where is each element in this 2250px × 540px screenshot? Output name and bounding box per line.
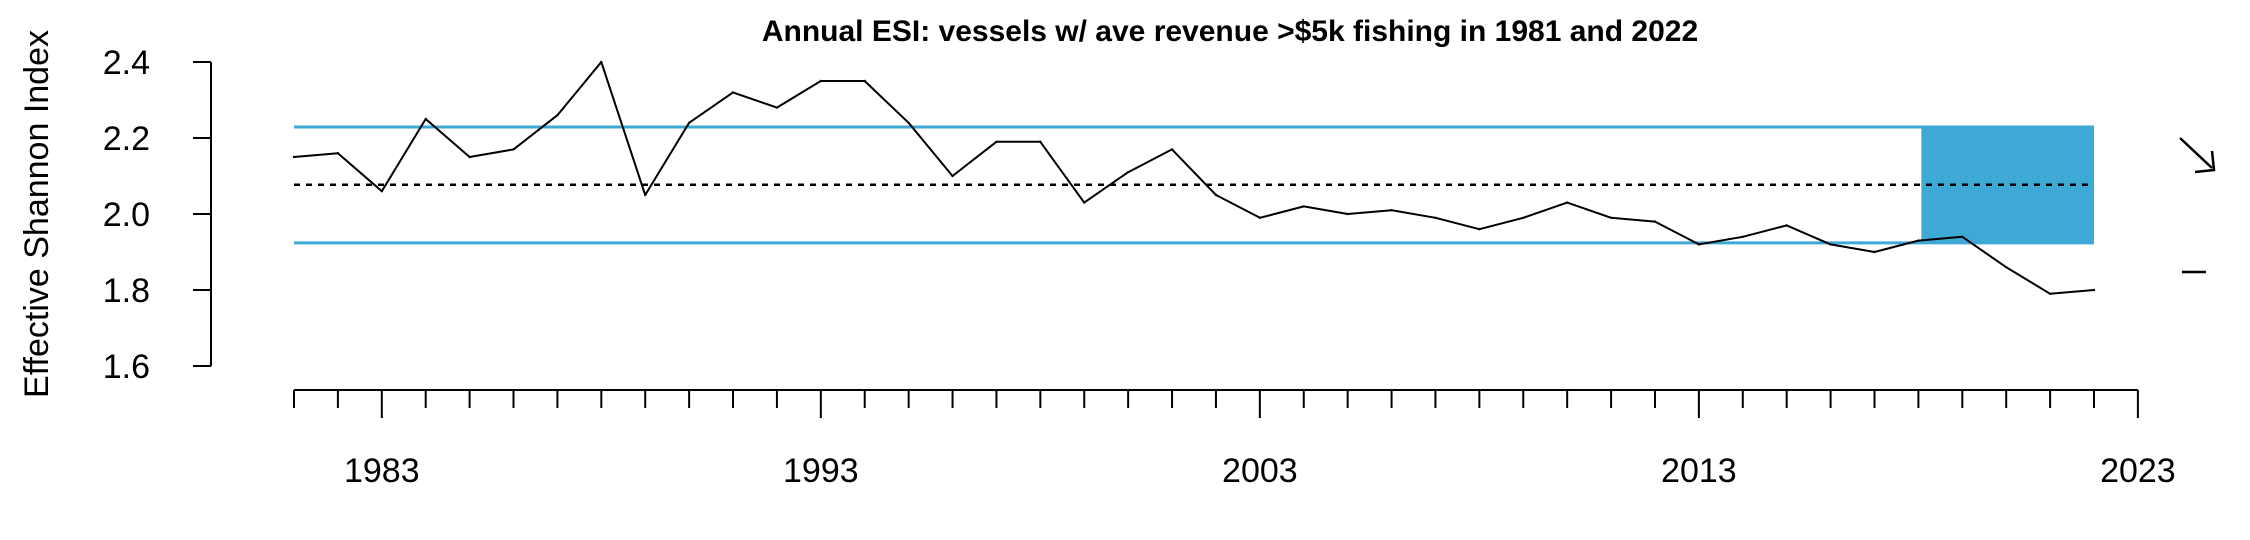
data-point: [556, 114, 559, 117]
data-point: [775, 106, 779, 109]
data-point: [1653, 220, 1657, 223]
y-tick-label: 2.0: [103, 196, 150, 234]
reference-lines-layer: [294, 125, 2094, 245]
data-point: [1346, 212, 1349, 216]
y-axis-label: Effective Shannon Index: [18, 30, 56, 398]
data-point: [951, 174, 954, 178]
x-tick-label: 2013: [1661, 452, 1737, 490]
data-point: [1741, 235, 1744, 238]
data-point: [1478, 228, 1481, 231]
data-point: [1126, 171, 1130, 174]
data-point: [2004, 266, 2008, 269]
data-point: [863, 79, 866, 83]
data-point: [1522, 216, 1525, 219]
y-tick-label: 1.6: [103, 348, 150, 386]
trend-arrow-icon: [2179, 137, 2213, 169]
x-tick-label: 1993: [783, 452, 859, 490]
data-point: [1083, 201, 1086, 204]
data-point: [995, 140, 998, 143]
x-tick-label: 2003: [1222, 452, 1298, 490]
indicators-layer: [2179, 137, 2216, 274]
data-point: [468, 155, 471, 159]
axes-layer: 1.6 1.8 2.0 2.2 2.4 1983 1993 2003 2013 2023: [103, 44, 2176, 490]
highlight-layer: [1921, 126, 2094, 243]
data-point: [1873, 250, 1876, 254]
data-point: [1697, 243, 1701, 246]
data-point: [1170, 148, 1174, 151]
data-point: [1565, 201, 1569, 204]
data-point: [2048, 292, 2052, 295]
data-point: [1390, 209, 1393, 212]
data-point: [292, 155, 296, 159]
data-point: [1609, 216, 1613, 219]
esi-series-line: [293, 61, 2095, 295]
recent-period-highlight: [1921, 126, 2094, 243]
data-point: [424, 117, 427, 121]
y-tick-label: 1.8: [103, 272, 150, 310]
data-point: [1785, 224, 1788, 227]
data-point: [731, 91, 735, 94]
y-tick-label: 2.2: [103, 120, 150, 158]
series-layer: [292, 60, 2096, 295]
data-point: [1917, 239, 1920, 242]
data-point: [1302, 205, 1305, 208]
data-point: [819, 79, 823, 83]
data-point: [687, 121, 691, 125]
data-point: [336, 152, 340, 155]
data-point: [907, 121, 910, 125]
x-tick-label: 2023: [2100, 452, 2176, 490]
y-tick-label: 2.4: [103, 44, 150, 82]
chart-title: Annual ESI: vessels w/ ave revenue >$5k …: [762, 15, 1698, 48]
data-point: [1258, 216, 1262, 219]
x-tick-label: 1983: [344, 452, 420, 490]
data-point: [2092, 288, 2096, 292]
data-point: [1961, 235, 1964, 238]
data-point: [644, 193, 647, 197]
trend-arrowhead-icon: [2194, 150, 2216, 174]
data-point: [1214, 193, 1218, 197]
data-point: [512, 148, 515, 151]
data-point: [1039, 140, 1042, 143]
data-point: [1434, 216, 1437, 219]
data-point: [1829, 243, 1832, 246]
data-point: [380, 190, 384, 193]
data-point: [600, 60, 603, 64]
